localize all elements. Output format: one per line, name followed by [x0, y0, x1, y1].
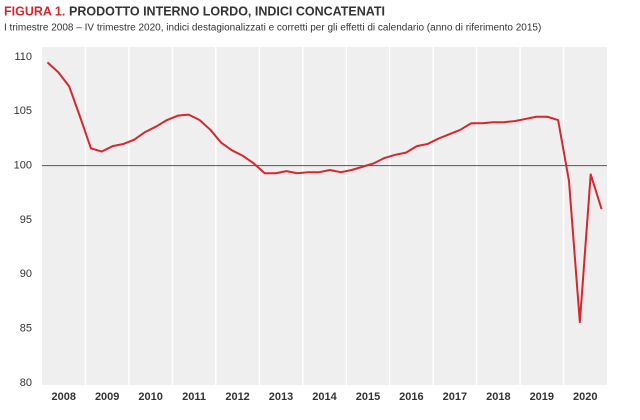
- x-tick-label: 2009: [95, 391, 119, 403]
- x-tick-label: 2011: [182, 391, 206, 403]
- chart-subtitle: I trimestre 2008 – IV trimestre 2020, in…: [4, 23, 541, 34]
- x-tick-label: 2019: [530, 391, 554, 403]
- y-tick-label: 85: [20, 323, 32, 335]
- y-tick-label: 95: [20, 214, 32, 226]
- x-tick-label: 2018: [486, 391, 510, 403]
- x-tick-label: 2010: [138, 391, 162, 403]
- y-tick-label: 110: [14, 51, 32, 63]
- x-tick-label: 2017: [443, 391, 467, 403]
- x-tick-label: 2020: [573, 391, 597, 403]
- y-tick-label: 90: [20, 268, 32, 280]
- plot-background: [42, 47, 607, 385]
- series-line: [46, 61, 603, 324]
- x-tick-label: 2013: [269, 391, 293, 403]
- y-tick-label: 80: [20, 377, 32, 389]
- figure-label: FIGURA 1.: [4, 4, 65, 18]
- x-tick-label: 2016: [399, 391, 423, 403]
- x-tick-label: 2008: [51, 391, 75, 403]
- y-tick-label: 100: [14, 160, 32, 172]
- y-tick-label: 105: [14, 105, 32, 117]
- x-tick-label: 2012: [225, 391, 249, 403]
- x-tick-label: 2014: [312, 391, 337, 403]
- x-tick-label: 2015: [356, 391, 380, 403]
- chart-title: PRODOTTO INTERNO LORDO, INDICI CONCATENA…: [69, 4, 385, 18]
